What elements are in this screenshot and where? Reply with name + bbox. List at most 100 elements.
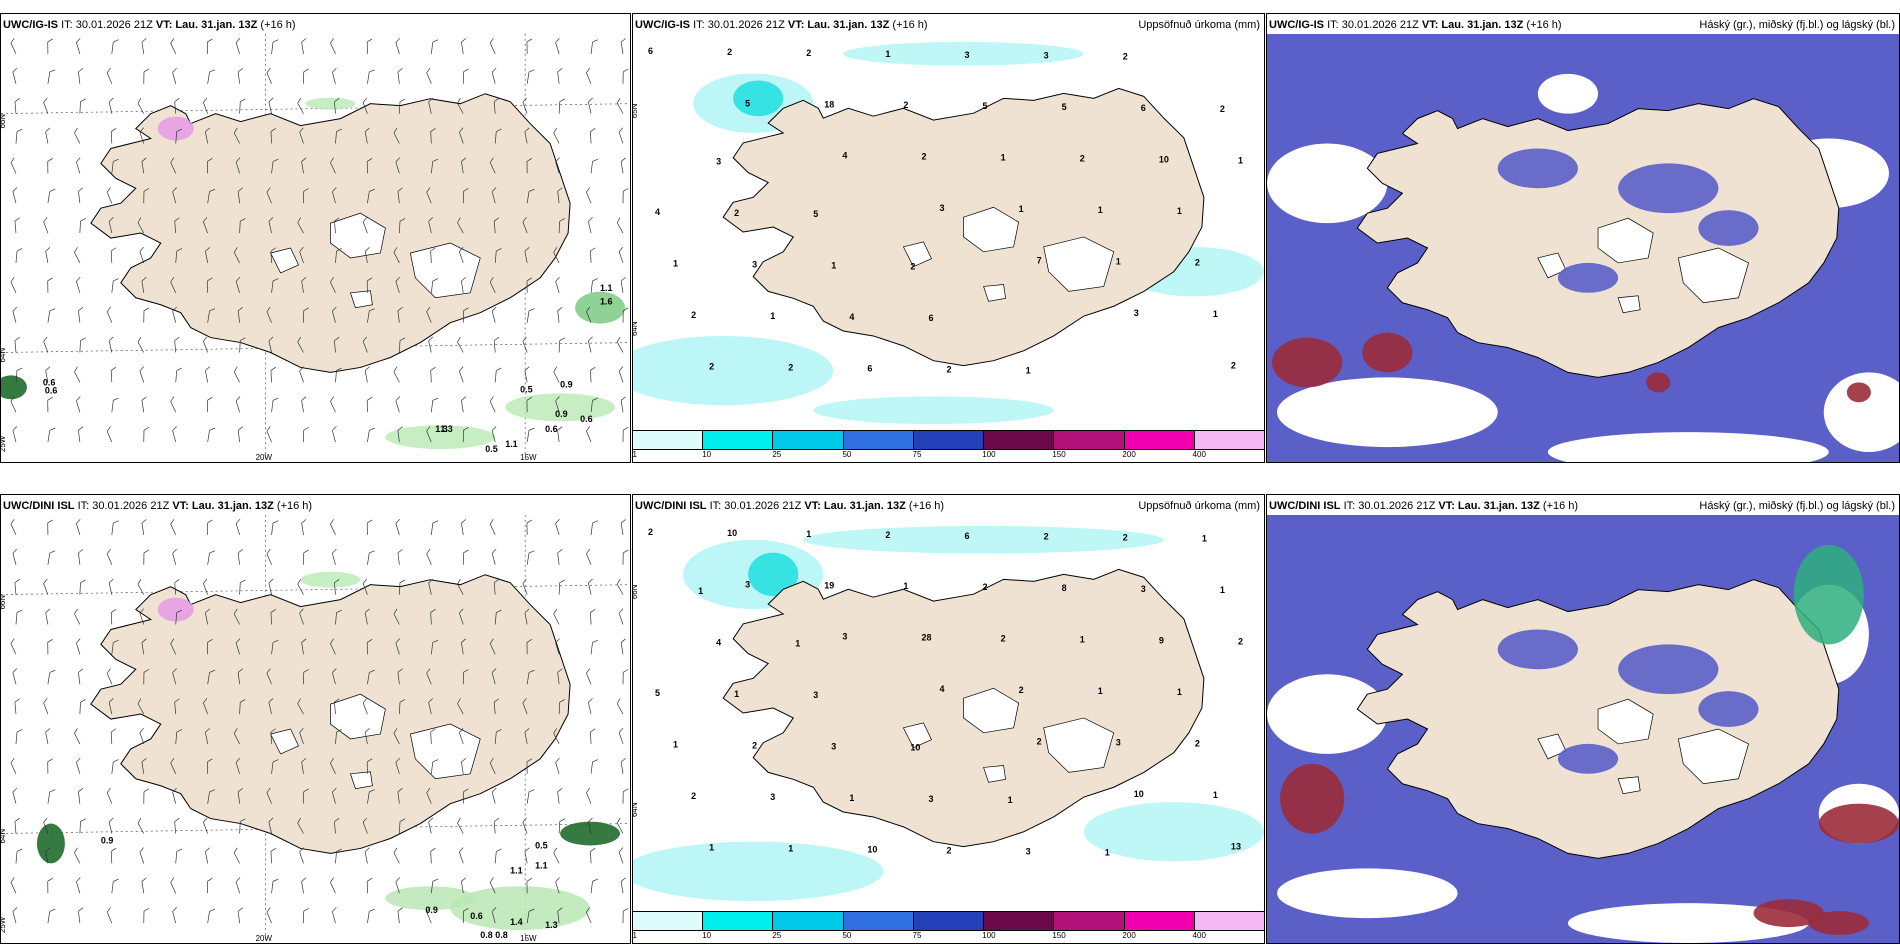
barb-staff [399,582,401,595]
barb-staff [235,881,240,894]
wind-barb [590,247,596,263]
barb-flag [137,698,142,704]
barb-staff [555,42,560,55]
barb-flag [426,67,431,73]
barb-staff [620,523,624,535]
barb-flag [426,426,431,432]
barb-flag [233,247,238,253]
precip-value: 1 [1026,366,1031,376]
wind-barb [271,639,279,655]
barb-flag [588,698,593,703]
wind-barb [330,38,336,55]
wind-barb [106,548,113,565]
barb-flag [209,308,216,312]
panel-title: UWC/DINI ISL IT: 30.01.2026 21Z VT: Lau.… [1269,500,1895,512]
precip-value: 10 [1134,789,1144,799]
accumulation-value: 0.8 [495,930,507,940]
colorbar-swatch [843,912,914,930]
barb-flag [137,97,142,104]
barb-flag [47,38,53,43]
barb-flag [362,97,367,103]
colorbar-swatches [633,430,1264,450]
wind-barb [233,127,240,144]
wind-barb [335,128,342,144]
wind-barb [558,337,566,353]
barb-staff [588,821,592,834]
barb-staff [203,341,208,353]
barb-staff [266,430,272,443]
barb-staff [332,792,336,804]
wind-barb [175,609,183,625]
barb-flag [369,188,375,192]
barb-flag [491,426,497,431]
wind-barb [170,638,177,655]
barb-staff [426,553,432,565]
barb-flag [233,847,238,853]
barb-flag [493,98,500,103]
wind-barb [590,639,598,655]
barb-flag [209,669,216,673]
barb-staff [297,222,304,234]
barb-staff [620,280,624,293]
barb-staff [489,762,496,774]
barb-staff [74,613,81,625]
wind-barb [78,787,84,804]
barb-flag [623,188,629,192]
barb-staff [489,882,496,894]
wind-barb [303,788,309,804]
barb-flag [268,97,274,103]
barb-flag [80,818,86,822]
wind-map[interactable]: 66N 64N 25W 20W 15W 0.6 0.6 1.1 1.3 1.6 0.5 0.9 0.9 0… [1,34,630,462]
barb-flag [12,426,18,431]
barb-staff [299,132,304,144]
barb-staff [79,101,81,114]
barb-staff [555,400,560,413]
barb-flag [176,848,183,852]
wind-barb [15,128,23,144]
precip-value: 4 [655,207,660,217]
wind-barb [174,98,180,114]
wind-barb [334,217,340,234]
barb-staff [524,851,528,864]
cloud-map[interactable] [1267,515,1899,943]
barb-staff [330,42,336,55]
wind-barb [522,97,528,114]
colorbar-swatch [1194,431,1264,449]
barb-staff [618,251,624,264]
wind-barb [141,757,147,774]
barb-flag [557,668,563,673]
wind-barb [462,549,469,565]
barb-staff [335,851,337,864]
barb-flag [526,758,533,763]
cloud-map[interactable] [1267,34,1899,462]
barb-staff [430,370,432,383]
barb-staff [461,642,464,655]
barb-flag [266,306,271,312]
barb-flag [555,877,560,883]
barb-flag [334,217,340,222]
wind-barb [143,188,150,204]
barb-flag [47,639,53,643]
barb-flag [74,847,78,853]
barb-staff [395,281,400,293]
wind-barb [553,366,560,383]
barb-staff [79,821,81,834]
barb-staff [553,852,560,864]
barb-staff [586,911,592,924]
colorbar-swatch [843,431,914,449]
wind-barb [235,518,241,536]
barb-flag [397,549,403,554]
barb-flag [397,68,403,73]
wind-barb [526,908,535,924]
precip-map[interactable]: 65N 64N 6 5 4 3 7 3 2 2 18 2 1 1 1 2 2 2 1 1 2 2 2 1 5 2 1 1 1 6 3 5 10 4… [633,34,1264,430]
precip-map[interactable]: 66N 64N 2 3 3 4 2 10 13 10 19 28 2 3 1 1 1 1 2 1 2 2 1 2 2 1 1 1 3 10… [633,515,1264,911]
glacier [330,693,386,740]
wind-map[interactable]: 66N 64N 25W 20W 15W 0.9 0.5 1.1 0.9 1.1 0.6 0.8 0.8 1… [1,515,630,943]
barb-flag [496,729,502,733]
barb-flag [108,578,114,584]
barb-flag [334,98,340,103]
wind-barb [461,638,467,655]
colorbar-swatch [773,431,844,449]
barb-staff [526,71,530,84]
barb-flag [432,39,439,43]
